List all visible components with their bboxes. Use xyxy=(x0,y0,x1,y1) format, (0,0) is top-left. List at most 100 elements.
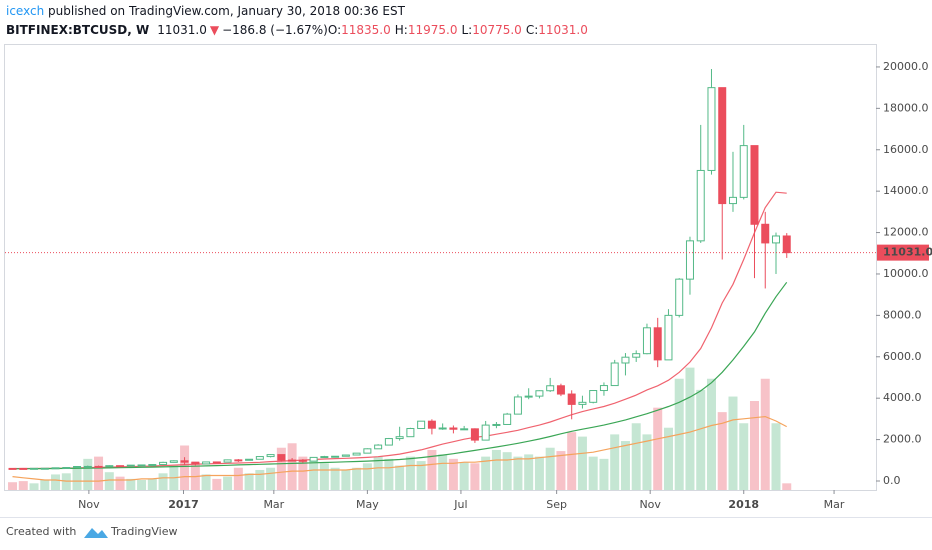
candle-body xyxy=(739,145,748,198)
candle-body xyxy=(255,456,264,460)
candle-body xyxy=(320,456,329,459)
volume-bar xyxy=(126,478,136,490)
volume-bar xyxy=(567,432,577,490)
volume-bar xyxy=(545,447,555,490)
volume-bar xyxy=(534,456,544,490)
volume-bar xyxy=(524,454,534,490)
volume-bar xyxy=(147,478,157,490)
candle-body xyxy=(728,196,737,205)
volume-bar xyxy=(438,454,448,490)
header-line1: icexch published on TradingView.com, Jan… xyxy=(6,4,406,18)
y-tick-label: 8000.0 xyxy=(883,308,922,321)
price: 11031.0 xyxy=(157,23,207,37)
candle-body xyxy=(438,427,447,430)
candle-body xyxy=(105,465,114,468)
y-tick-label: 4000.0 xyxy=(883,391,922,404)
volume-bar xyxy=(685,367,695,490)
candle-body xyxy=(470,428,479,441)
moving-average xyxy=(12,281,788,470)
ohlc-key: O: xyxy=(328,23,341,37)
volume-bar xyxy=(18,481,28,490)
candle-body xyxy=(653,327,662,361)
volume-bar xyxy=(470,463,480,490)
volume-bar xyxy=(276,447,286,490)
volume-bar xyxy=(739,423,749,490)
candle-body xyxy=(481,424,490,441)
ohlc-key: L: xyxy=(461,23,472,37)
ohlc: O:11835.0 H:11975.0 L:10775.0 C:11031.0 xyxy=(328,23,588,37)
volume-bar xyxy=(588,456,598,490)
candle-body xyxy=(202,461,211,465)
candle-body xyxy=(8,467,17,470)
candle-body xyxy=(535,390,544,397)
y-tick-label: 10000.0 xyxy=(883,267,929,280)
volume-bar xyxy=(405,456,415,490)
candle-body xyxy=(148,464,157,467)
candle-body xyxy=(524,395,533,398)
candle-body xyxy=(707,87,716,171)
volume-bar xyxy=(599,458,609,490)
volume-bar xyxy=(642,434,652,490)
candle-body xyxy=(137,464,146,467)
candle-body xyxy=(427,420,436,429)
candle-body xyxy=(384,438,393,446)
x-tick-label: Mar xyxy=(263,498,284,511)
volume-bar xyxy=(83,458,93,490)
volume-bar xyxy=(255,469,265,490)
volume-bar xyxy=(653,407,663,490)
candle-body xyxy=(417,420,426,430)
volume-bar xyxy=(749,401,759,490)
x-tick-label: 2017 xyxy=(168,498,199,511)
volume-bar xyxy=(180,445,190,490)
candle-body xyxy=(782,235,791,254)
candle-body xyxy=(632,353,641,358)
candle-body xyxy=(116,465,125,468)
x-tick-label: Mar xyxy=(824,498,845,511)
volume-bar xyxy=(158,473,168,490)
x-tick-label: Sep xyxy=(546,498,567,511)
volume-bar xyxy=(631,423,641,490)
candle-body xyxy=(352,452,361,456)
footer-brand[interactable]: TradingView xyxy=(110,525,177,538)
volume-bar xyxy=(40,479,50,490)
published: published on TradingView.com, January 30… xyxy=(48,4,406,18)
candle-body xyxy=(51,467,60,470)
volume-bar xyxy=(72,467,82,490)
volume-bar xyxy=(481,456,491,490)
volume-bar xyxy=(362,463,372,490)
candle-body xyxy=(621,356,630,364)
volume-bar xyxy=(771,423,781,490)
volume-bar xyxy=(298,456,308,490)
volume-bar xyxy=(309,458,319,490)
candle-body xyxy=(589,390,598,403)
candle-body xyxy=(578,401,587,405)
volume-bar xyxy=(448,458,458,490)
volume-bar xyxy=(577,436,587,490)
candle-body xyxy=(610,362,619,387)
candle-body xyxy=(212,461,221,464)
candle-body xyxy=(234,459,243,462)
author[interactable]: icexch xyxy=(6,4,44,18)
plot-frame xyxy=(4,44,877,491)
ohlc-value: 11031.0 xyxy=(538,23,588,37)
x-tick-label: May xyxy=(356,498,379,511)
candle-body xyxy=(513,396,522,415)
volume-bar xyxy=(502,452,512,490)
candle-body xyxy=(126,464,135,467)
candle-body xyxy=(556,385,565,395)
volume-bar xyxy=(330,467,340,490)
candle-body xyxy=(567,393,576,405)
candle-body xyxy=(374,444,383,450)
candle-body xyxy=(40,467,49,470)
candle-body xyxy=(546,385,555,392)
volume-bar xyxy=(717,412,727,490)
candle-body xyxy=(761,223,770,244)
volume-bar xyxy=(491,449,501,490)
volume-bar xyxy=(706,378,716,490)
candle-body xyxy=(599,385,608,392)
volume-bar xyxy=(384,458,394,490)
y-tick-label: 20000.0 xyxy=(883,60,929,73)
header-line2: BITFINEX:BTCUSD, W 11031.0 ▼ −186.8 (−1.67%… xyxy=(6,23,588,37)
y-tick-label: 12000.0 xyxy=(883,226,929,239)
footer-created: Created with xyxy=(6,525,76,538)
